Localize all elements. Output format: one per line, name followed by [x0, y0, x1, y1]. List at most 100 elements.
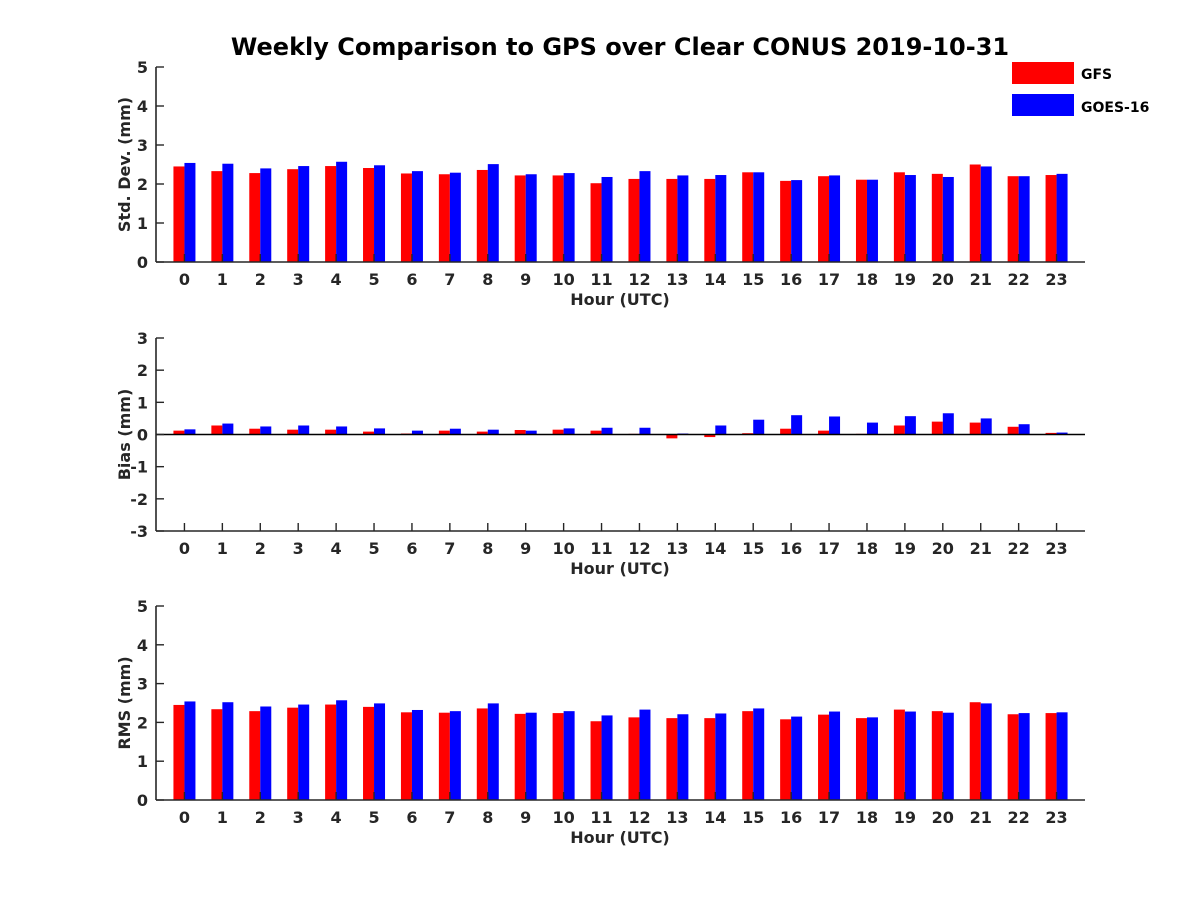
bar-bias-goes16-hour-9 [525, 430, 537, 435]
y-tick-label-rms: 4 [137, 636, 148, 655]
bar-rms-goes16-hour-13 [677, 714, 689, 800]
y-tick-label-rms: 2 [137, 713, 148, 732]
y-tick-label-bias: -2 [130, 490, 148, 509]
bar-std-dev-goes16-hour-1 [222, 163, 234, 262]
x-tick-label-bias: 23 [1045, 539, 1067, 558]
bar-std-dev-gfs-hour-1 [211, 171, 223, 262]
bar-std-dev-gfs-hour-15 [742, 172, 754, 262]
bar-std-dev-gfs-hour-3 [287, 169, 299, 262]
bar-bias-goes16-hour-12 [639, 427, 651, 435]
x-tick-label-std-dev: 1 [217, 270, 228, 289]
x-tick-label-std-dev: 5 [368, 270, 379, 289]
bar-bias-gfs-hour-10 [552, 429, 564, 435]
x-tick-label-bias: 7 [444, 539, 455, 558]
bar-rms-gfs-hour-5 [363, 706, 375, 800]
y-axis-label-rms: RMS (mm) [115, 656, 134, 749]
y-tick-label-rms: 0 [137, 791, 148, 810]
y-tick-label-bias: -3 [130, 522, 148, 541]
y-axis-label-bias: Bias (mm) [115, 389, 134, 481]
bar-std-dev-goes16-hour-13 [677, 175, 689, 262]
legend-label-gfs: GFS [1081, 67, 1112, 83]
x-tick-label-std-dev: 9 [520, 270, 531, 289]
bar-bias-goes16-hour-21 [980, 418, 992, 435]
x-tick-label-std-dev: 13 [666, 270, 688, 289]
x-tick-label-bias: 5 [368, 539, 379, 558]
bar-bias-gfs-hour-23 [1045, 432, 1057, 435]
bar-bias-goes16-hour-4 [336, 426, 348, 435]
bar-rms-gfs-hour-19 [893, 709, 905, 800]
bar-rms-goes16-hour-8 [487, 703, 499, 800]
bar-std-dev-goes16-hour-12 [639, 171, 651, 262]
bar-bias-goes16-hour-17 [829, 416, 841, 435]
bar-std-dev-gfs-hour-17 [818, 176, 830, 262]
x-tick-label-bias: 21 [970, 539, 992, 558]
bar-std-dev-gfs-hour-6 [400, 173, 412, 262]
bar-std-dev-goes16-hour-8 [487, 164, 499, 262]
legend-swatch-goes16 [1012, 94, 1074, 116]
bar-std-dev-goes16-hour-0 [184, 162, 196, 262]
bar-std-dev-gfs-hour-9 [514, 175, 526, 262]
bar-rms-goes16-hour-10 [563, 711, 575, 800]
bar-std-dev-goes16-hour-22 [1018, 176, 1030, 262]
bar-bias-gfs-hour-5 [363, 431, 375, 435]
bar-rms-gfs-hour-13 [666, 718, 678, 800]
bar-std-dev-gfs-hour-4 [325, 166, 337, 262]
x-tick-label-rms: 18 [856, 808, 878, 827]
x-tick-label-rms: 3 [293, 808, 304, 827]
legend-swatch-gfs [1012, 62, 1074, 84]
bar-rms-goes16-hour-4 [336, 700, 348, 800]
bar-bias-goes16-hour-5 [374, 428, 386, 435]
bar-std-dev-goes16-hour-16 [791, 180, 803, 262]
bar-std-dev-goes16-hour-5 [374, 165, 386, 262]
bar-std-dev-goes16-hour-10 [563, 173, 575, 262]
bar-rms-goes16-hour-20 [942, 712, 954, 800]
bar-bias-gfs-hour-2 [249, 428, 261, 435]
bar-std-dev-gfs-hour-12 [628, 178, 640, 262]
bar-rms-gfs-hour-15 [742, 711, 754, 800]
bar-std-dev-gfs-hour-0 [173, 166, 185, 262]
bar-rms-goes16-hour-16 [791, 716, 803, 800]
bar-std-dev-gfs-hour-14 [704, 178, 716, 262]
x-tick-label-rms: 2 [255, 808, 266, 827]
x-tick-label-std-dev: 11 [590, 270, 612, 289]
x-tick-label-rms: 19 [894, 808, 916, 827]
bar-std-dev-gfs-hour-7 [438, 174, 450, 262]
bar-std-dev-gfs-hour-11 [590, 183, 602, 262]
x-tick-label-std-dev: 10 [552, 270, 574, 289]
x-tick-label-bias: 20 [932, 539, 954, 558]
x-tick-label-rms: 4 [331, 808, 342, 827]
bar-rms-gfs-hour-3 [287, 707, 299, 800]
x-tick-label-rms: 15 [742, 808, 764, 827]
bar-rms-gfs-hour-17 [818, 714, 830, 800]
bar-bias-goes16-hour-19 [904, 416, 916, 435]
bar-bias-goes16-hour-7 [449, 428, 461, 435]
x-tick-label-bias: 0 [179, 539, 190, 558]
x-tick-label-rms: 1 [217, 808, 228, 827]
bar-std-dev-goes16-hour-3 [298, 166, 310, 262]
x-tick-label-rms: 10 [552, 808, 574, 827]
x-axis-label-std-dev: Hour (UTC) [570, 290, 670, 309]
bar-rms-goes16-hour-14 [715, 713, 727, 800]
bar-bias-gfs-hour-8 [476, 431, 488, 435]
bar-rms-goes16-hour-15 [753, 708, 765, 800]
bar-rms-goes16-hour-7 [449, 711, 461, 800]
bar-bias-gfs-hour-17 [818, 430, 830, 435]
bar-std-dev-gfs-hour-8 [476, 169, 488, 262]
bar-bias-goes16-hour-8 [487, 429, 499, 435]
y-tick-label-rms: 1 [137, 752, 148, 771]
bar-rms-goes16-hour-19 [904, 711, 916, 800]
legend: GFS GOES-16 [1012, 62, 1149, 116]
bar-rms-gfs-hour-23 [1045, 713, 1057, 800]
y-tick-label-rms: 5 [137, 597, 148, 616]
x-tick-label-rms: 6 [406, 808, 417, 827]
bar-bias-goes16-hour-22 [1018, 424, 1030, 435]
y-tick-label-rms: 3 [137, 675, 148, 694]
bar-rms-gfs-hour-0 [173, 704, 185, 800]
bar-bias-gfs-hour-0 [173, 430, 185, 435]
bar-rms-gfs-hour-14 [704, 718, 716, 800]
x-tick-label-rms: 11 [590, 808, 612, 827]
bar-rms-goes16-hour-21 [980, 703, 992, 800]
x-tick-label-bias: 11 [590, 539, 612, 558]
